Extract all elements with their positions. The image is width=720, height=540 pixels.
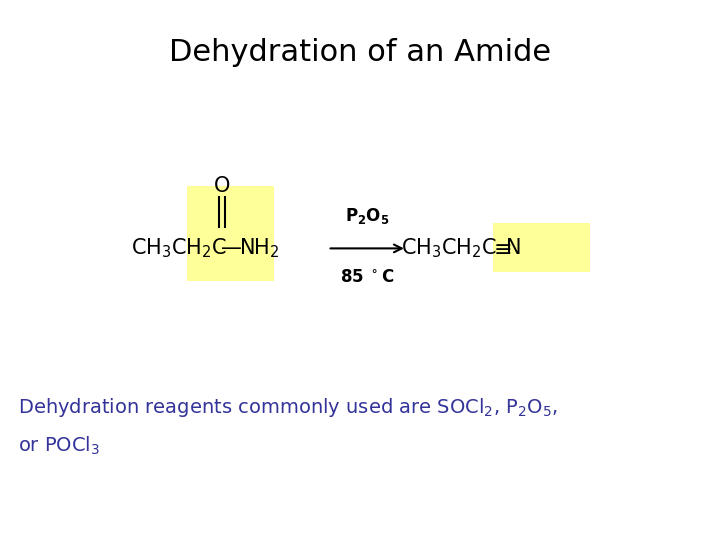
Text: Dehydration reagents commonly used are SOCl$_2$, P$_2$O$_5$,: Dehydration reagents commonly used are S…	[18, 396, 558, 419]
Text: $\mathbf{P_2O_5}$: $\mathbf{P_2O_5}$	[345, 206, 390, 226]
Bar	[187, 186, 274, 281]
Text: $\equiv$: $\equiv$	[489, 238, 512, 259]
Text: O: O	[214, 176, 230, 197]
Text: NH$_2$: NH$_2$	[239, 237, 279, 260]
Text: CH$_3$CH$_2$C: CH$_3$CH$_2$C	[400, 237, 497, 260]
Text: CH$_3$CH$_2$C: CH$_3$CH$_2$C	[130, 237, 227, 260]
Bar	[493, 223, 590, 272]
Text: $\mathbf{85\ ^\circ C}$: $\mathbf{85\ ^\circ C}$	[340, 269, 395, 287]
Text: —: —	[222, 238, 242, 259]
Text: Dehydration of an Amide: Dehydration of an Amide	[169, 38, 551, 67]
Text: or POCl$_3$: or POCl$_3$	[18, 434, 100, 457]
Text: N: N	[506, 238, 522, 259]
